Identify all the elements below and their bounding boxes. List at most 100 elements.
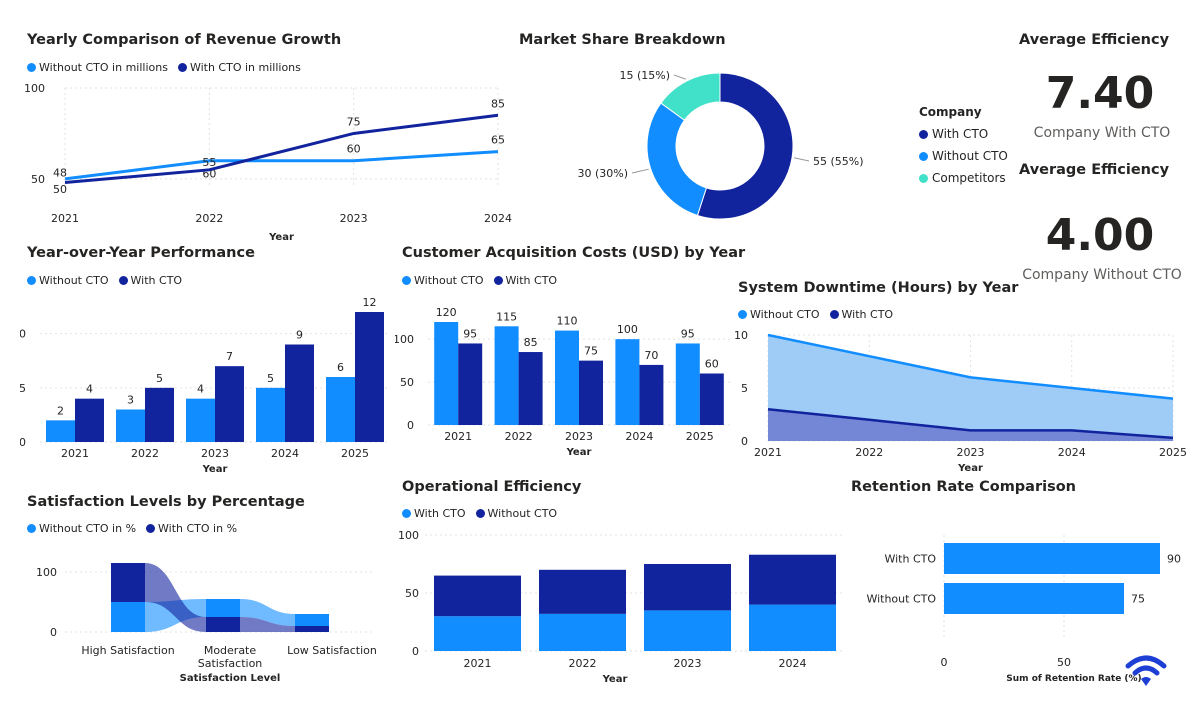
data-label: 50 — [53, 183, 67, 196]
x-tick-label: 2024 — [779, 657, 807, 670]
data-label: 4 — [197, 383, 204, 396]
ribbon[interactable] — [145, 563, 206, 632]
ribbon-bar[interactable] — [111, 563, 145, 602]
area-fill[interactable] — [768, 335, 1173, 441]
data-label: 75 — [347, 115, 361, 128]
ribbon-bar[interactable] — [295, 614, 329, 626]
bar[interactable] — [675, 343, 700, 425]
bar[interactable] — [639, 364, 664, 425]
stacked-bar[interactable] — [539, 569, 626, 614]
ribbon-bar[interactable] — [206, 599, 240, 617]
bar[interactable] — [116, 409, 145, 443]
bar[interactable] — [518, 352, 543, 425]
legend-item[interactable]: With CTO — [919, 127, 1008, 141]
data-label: 75 — [584, 345, 598, 358]
bar[interactable] — [186, 398, 215, 442]
bar[interactable] — [75, 398, 104, 442]
bar[interactable] — [326, 377, 355, 442]
legend-label: With CTO in % — [158, 522, 238, 535]
stacked-bar[interactable] — [434, 575, 521, 617]
satisfaction-ribbon-chart[interactable]: 0 100 High Satisfaction Moderate Satisfactio… — [20, 540, 390, 690]
leader-line[interactable] — [673, 74, 687, 80]
legend-item[interactable]: Without CTO in millions — [27, 61, 168, 74]
donut-slice[interactable] — [660, 72, 721, 121]
market-donut-chart[interactable]: 55 (55%) 30 (30%) 15 (15%) — [560, 55, 900, 235]
x-tick-label: 2021 — [61, 447, 89, 460]
cac-bar-chart[interactable]: 0 50 100 120 95 2021 115 85 2022 110 75 2023 100 70 20… — [395, 292, 735, 462]
bar[interactable] — [46, 420, 75, 442]
legend-label: With CTO — [505, 274, 558, 287]
bar[interactable] — [494, 326, 519, 425]
series-line[interactable] — [64, 113, 499, 185]
series-line[interactable] — [767, 333, 1174, 400]
stacked-bar[interactable] — [749, 554, 836, 605]
y-tick-label: 5 — [741, 382, 748, 395]
legend-label: With CTO in millions — [189, 61, 301, 74]
area-fill[interactable] — [768, 409, 1173, 441]
data-label: 60 — [347, 143, 361, 156]
bar[interactable] — [145, 387, 174, 442]
legend-dot-icon — [919, 129, 928, 139]
bar[interactable] — [458, 343, 483, 425]
bar[interactable] — [215, 366, 244, 442]
x-tick-label: 2022 — [131, 447, 159, 460]
legend-item[interactable]: Competitors — [919, 171, 1008, 185]
data-label: 85 — [524, 336, 538, 349]
bar[interactable] — [434, 322, 459, 425]
leader-line[interactable] — [631, 168, 649, 174]
legend-item[interactable]: With CTO — [493, 274, 558, 287]
legend-label: Without CTO — [39, 274, 109, 287]
yoy-bar-chart[interactable]: 0 5 10 2 4 2021 3 5 2022 4 7 2023 5 9 2024 6 12 2025 Year — [20, 292, 400, 477]
bar[interactable] — [699, 373, 724, 426]
legend-item[interactable]: Without CTO — [475, 507, 557, 520]
series-line[interactable] — [767, 407, 1174, 440]
ribbon-bar[interactable] — [111, 602, 145, 632]
legend-item[interactable]: With CTO in millions — [177, 61, 301, 74]
x-tick-label: Moderate Satisfaction — [198, 644, 263, 670]
bar[interactable] — [615, 339, 640, 425]
legend-item[interactable]: Without CTO — [402, 274, 484, 287]
donut-slice[interactable] — [696, 72, 794, 220]
leader-line[interactable] — [793, 157, 810, 162]
opeff-stacked-bar-chart[interactable]: 0 50 100 2021 2022 2023 2024 Year — [395, 525, 855, 690]
stacked-bar[interactable] — [539, 613, 626, 651]
legend-item[interactable]: Without CTO — [738, 308, 820, 321]
legend-label: Competitors — [932, 171, 1006, 185]
stacked-bar[interactable] — [644, 610, 731, 651]
legend-item[interactable]: With CTO in % — [146, 522, 237, 535]
bar[interactable] — [256, 387, 285, 442]
x-tick-label: 2023 — [340, 212, 368, 225]
legend-dot-icon — [738, 310, 747, 319]
ribbon[interactable] — [240, 599, 295, 626]
bar[interactable] — [555, 330, 579, 425]
hbar[interactable] — [944, 583, 1124, 614]
retention-hbar-chart[interactable]: 0 50 With CTO 90 Without CTO 75 Sum of Retenti… — [845, 530, 1190, 690]
legend-item[interactable]: With CTO — [829, 308, 893, 321]
ribbon-bar[interactable] — [206, 617, 240, 632]
ribbon-bar[interactable] — [295, 626, 329, 632]
downtime-area-chart[interactable]: 0 5 10 2021 2022 2023 2024 2025 Year — [730, 325, 1190, 475]
legend-item[interactable]: With CTO — [118, 274, 182, 287]
y-tick-label: 100 — [395, 333, 414, 346]
bar[interactable] — [579, 360, 603, 425]
stacked-bar[interactable] — [434, 616, 521, 651]
stacked-bar[interactable] — [644, 564, 731, 611]
series-line[interactable] — [64, 150, 499, 181]
stacked-bar[interactable] — [749, 604, 836, 651]
x-tick-label: High Satisfaction — [81, 644, 174, 657]
slice-label: 30 (30%) — [577, 167, 628, 180]
legend-item[interactable]: Without CTO — [919, 149, 1008, 163]
bar[interactable] — [285, 344, 314, 443]
legend-item[interactable]: With CTO — [402, 507, 466, 520]
donut-slice[interactable] — [646, 102, 708, 217]
kpi2-title: Average Efficiency — [1019, 162, 1170, 178]
hbar[interactable] — [944, 543, 1160, 574]
legend-dot-icon — [146, 524, 156, 533]
legend-label: With CTO — [414, 507, 466, 520]
legend-item[interactable]: Without CTO in % — [27, 522, 136, 535]
bar[interactable] — [355, 312, 384, 442]
ribbon[interactable] — [240, 617, 295, 632]
legend-item[interactable]: Without CTO — [27, 274, 109, 287]
kpi1-value: 7.40 — [1045, 68, 1155, 119]
